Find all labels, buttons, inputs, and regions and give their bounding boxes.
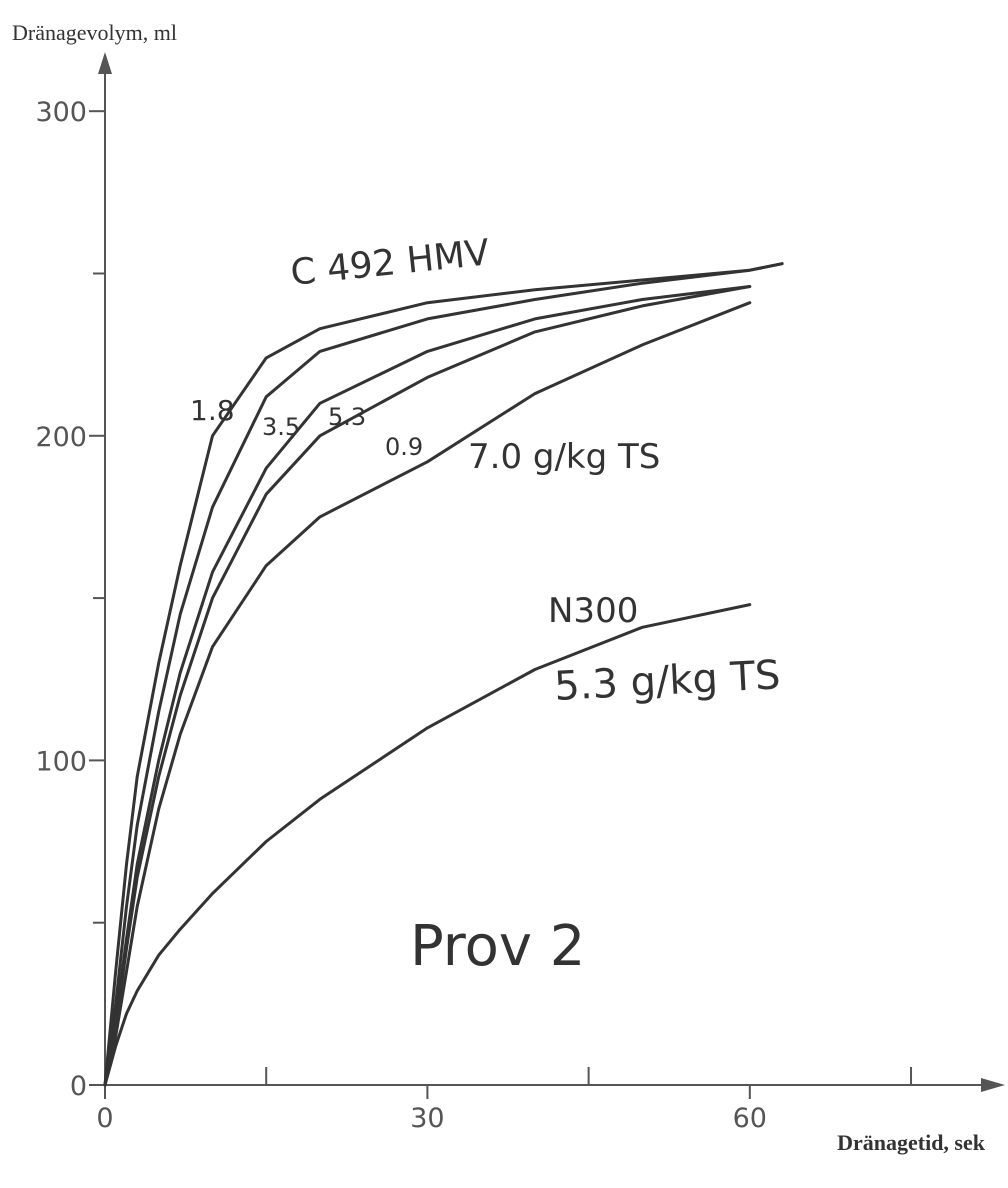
y-axis-arrow <box>98 52 112 74</box>
y-axis-label: Dränagevolym, ml <box>12 20 177 45</box>
series-label: 0.9 <box>385 433 423 461</box>
annotation: Prov 2 <box>410 914 585 979</box>
y-tick-label: 100 <box>35 746 87 777</box>
x-tick-label: 30 <box>410 1103 444 1134</box>
x-axis-label: Dränagetid, sek <box>837 1130 986 1155</box>
x-axis-arrow <box>981 1078 1005 1092</box>
annotation: C 492 HMV <box>289 232 492 294</box>
chart: Dränagevolym, ml Dränagetid, sek 0 100 200… <box>0 0 1008 1188</box>
annotation: 5.3 g/kg TS <box>553 652 781 710</box>
series-label: 1.8 <box>190 394 235 427</box>
series-label: 5.3 <box>328 403 366 431</box>
x-tick-label: 0 <box>96 1103 113 1134</box>
series-label: 7.0 g/kg TS <box>468 437 660 477</box>
series-label: 3.5 <box>262 413 300 441</box>
series-label: N300 <box>548 591 638 631</box>
y-tick-label: 200 <box>35 422 87 453</box>
x-tick-label: 60 <box>733 1103 767 1134</box>
y-tick-label: 300 <box>35 97 87 128</box>
y-tick-label: 0 <box>70 1071 87 1102</box>
